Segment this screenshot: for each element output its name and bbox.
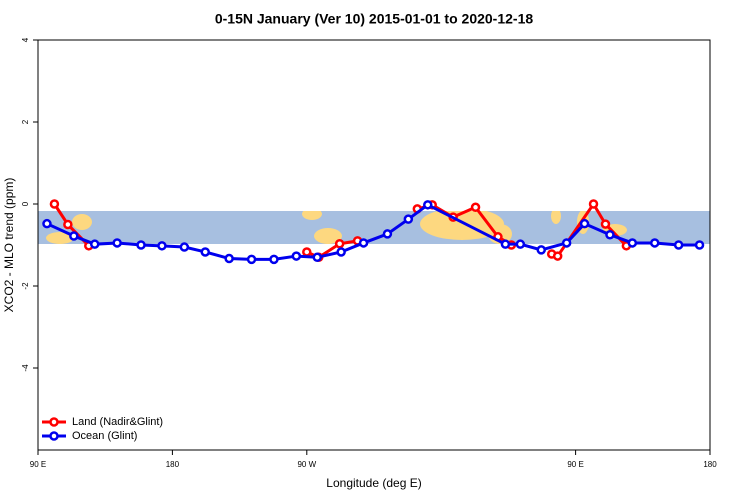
y-tick-label: -4: [21, 364, 30, 372]
data-point: [382, 229, 393, 239]
data-point: [552, 251, 563, 261]
data-point: [358, 238, 369, 248]
data-point: [312, 252, 323, 263]
y-tick-label: 0: [21, 201, 30, 206]
data-point: [600, 219, 611, 229]
data-point: [673, 240, 684, 250]
data-point: [336, 247, 346, 257]
x-axis-label: Longitude (deg E): [326, 476, 421, 490]
y-tick-label: -2: [21, 282, 30, 290]
data-point: [89, 239, 100, 249]
data-point: [49, 199, 60, 209]
data-point: [403, 214, 414, 224]
legend-marker: [49, 417, 59, 427]
y-axis-label: XCO2 - MLO trend (ppm): [2, 178, 16, 313]
data-point: [136, 240, 146, 250]
data-point: [246, 254, 257, 265]
data-point: [112, 238, 122, 248]
data-point: [500, 239, 511, 249]
plot-frame: [37, 39, 711, 451]
y-tick-label: 4: [21, 37, 30, 42]
x-tick-label: 180: [166, 460, 180, 469]
data-point: [561, 238, 572, 248]
data-point: [157, 241, 167, 251]
data-point: [605, 230, 615, 240]
data-point: [694, 240, 705, 250]
data-point: [579, 218, 590, 229]
x-tick-label: 180: [703, 460, 717, 469]
data-point: [291, 251, 302, 261]
data-point: [588, 199, 599, 209]
x-tick-label: 90 W: [297, 460, 316, 469]
data-point: [224, 253, 234, 264]
data-point: [302, 247, 312, 257]
series-line: [46, 203, 700, 261]
legend-label: Land (Nadir&Glint): [72, 416, 163, 428]
legend-label: Ocean (Glint): [72, 430, 137, 442]
legend-marker: [49, 431, 59, 441]
data-point: [69, 231, 79, 241]
data-point: [423, 200, 433, 210]
x-tick-label: 90 E: [567, 460, 583, 469]
x-tick-label: 90 E: [30, 460, 46, 469]
data-point: [63, 219, 73, 230]
y-tick-label: 2: [21, 119, 30, 124]
data-point: [42, 218, 52, 229]
data-point: [269, 254, 279, 265]
data-point: [200, 247, 211, 257]
chart-title: 0-15N January (Ver 10) 2015-01-01 to 202…: [215, 11, 534, 27]
data-point: [649, 238, 660, 248]
data-point: [179, 242, 190, 252]
data-point: [470, 202, 481, 213]
data-point: [536, 245, 547, 255]
data-point: [515, 239, 526, 249]
data-point: [627, 238, 638, 248]
data-point: [334, 239, 345, 249]
